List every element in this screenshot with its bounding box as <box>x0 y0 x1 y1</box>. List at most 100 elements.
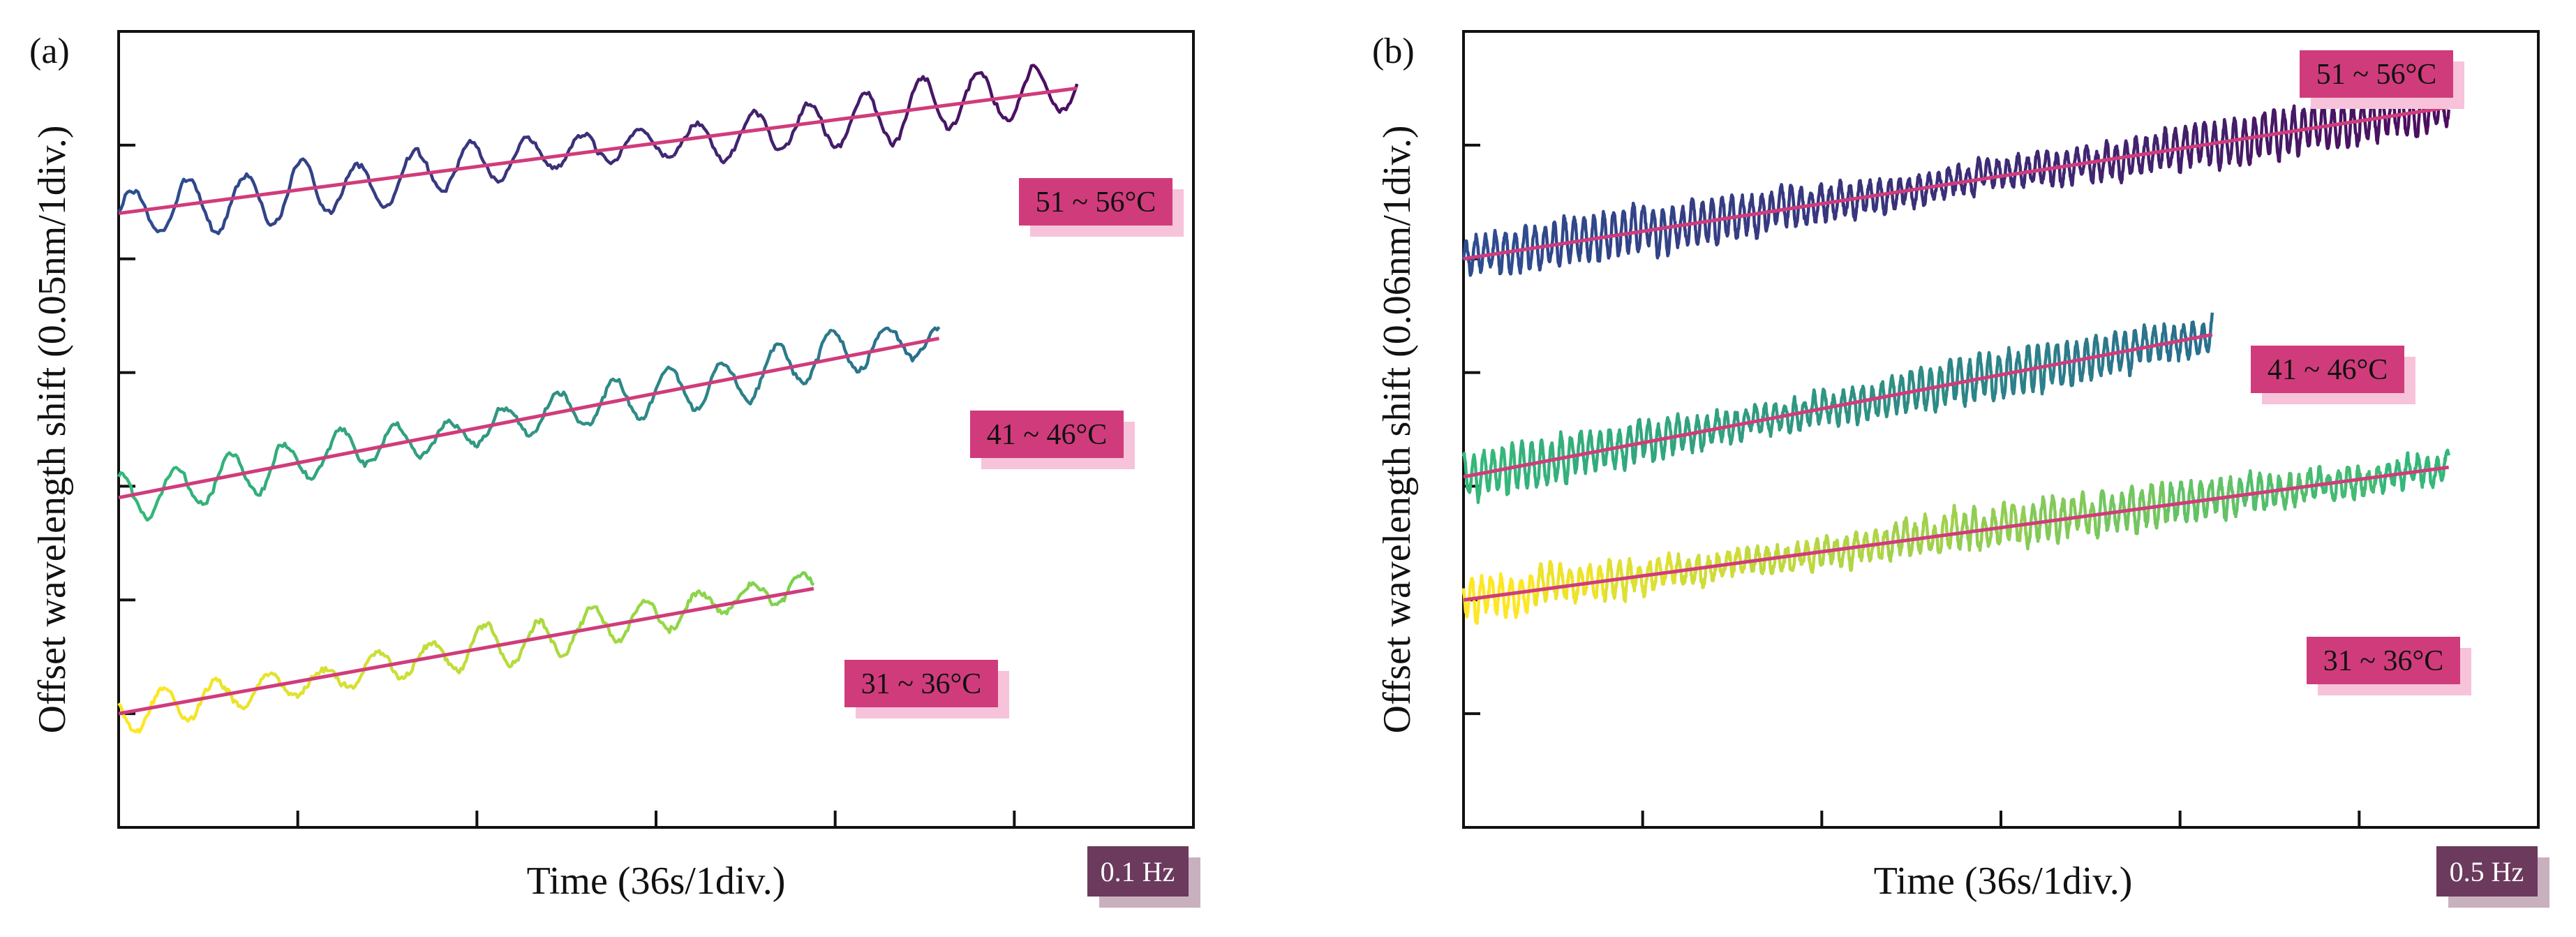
series-trace-segment <box>464 135 536 184</box>
series-trace-segment <box>2025 144 2100 189</box>
series-trace-segment <box>773 571 815 606</box>
series-trace-segment <box>475 406 535 449</box>
panel-a-frequency-label: 0.1 Hz <box>1101 856 1175 887</box>
series-trace-segment <box>415 418 477 460</box>
series-trace-segment <box>295 426 359 481</box>
series-trace-segment <box>1893 365 1950 416</box>
series-trace-segment <box>117 686 170 734</box>
series-trace-segment <box>533 131 606 170</box>
series-badge <box>2300 50 2453 98</box>
series-trace-segment <box>1570 428 1627 475</box>
fit-line <box>1463 105 2450 261</box>
series-trace-segment <box>117 177 189 234</box>
series-trace-segment <box>168 677 221 723</box>
series-trace-segment <box>831 326 893 374</box>
panel-a-series <box>117 64 1079 734</box>
series-trace-segment <box>1955 500 2029 552</box>
panel-a-ticks <box>119 143 1016 827</box>
series-trace-segment <box>2307 464 2381 503</box>
series-trace-segment <box>318 655 372 690</box>
panel-b-frequency-label: 0.5 Hz <box>2450 856 2524 887</box>
series-trace-segment <box>117 466 179 522</box>
series-trace-segment <box>188 172 259 235</box>
series-badge <box>1019 178 1172 226</box>
series-trace-segment <box>1673 546 1748 589</box>
series-label: 51 ~ 56°C <box>1036 186 1156 219</box>
series-label: 41 ~ 46°C <box>987 419 1108 451</box>
series-trace-segment <box>1623 412 1681 469</box>
series-trace-segment <box>1884 503 1959 563</box>
series-badge <box>970 411 1124 458</box>
series-trace-segment <box>722 581 775 616</box>
series-badge <box>2307 637 2460 684</box>
panel-b-label: (b) <box>1372 31 1415 71</box>
series-trace-segment <box>420 640 473 674</box>
series-trace-segment <box>236 441 299 497</box>
series-label: 31 ~ 36°C <box>861 668 982 700</box>
panel-b: (b) 51 ~ 56°C 41 ~ 46°C 31 ~ 36°C Time (36… <box>1372 30 2549 908</box>
series-trace-segment <box>1673 193 1748 249</box>
panel-a-label: (a) <box>29 31 70 71</box>
panel-b-badges: 51 ~ 56°C 41 ~ 46°C 31 ~ 36°C <box>2251 50 2471 695</box>
series-trace-segment <box>602 127 674 165</box>
series-trace-segment <box>771 328 833 385</box>
series-trace-segment <box>652 365 715 413</box>
series-trace-segment <box>1955 152 2030 199</box>
series-trace-segment <box>1814 177 1889 224</box>
series-trace-segment <box>812 91 884 149</box>
series-trace-segment <box>355 421 418 468</box>
series-trace-segment <box>1838 374 1896 427</box>
series-trace-segment <box>520 617 574 658</box>
panel-a-frequency-badge <box>1087 846 1189 897</box>
panel-b-y-axis-label: Offset wavelength shift (0.06nm/1div.) <box>1376 126 1419 734</box>
fit-line <box>118 86 1078 216</box>
series-trace-segment <box>1814 528 1888 573</box>
series-trace-segment <box>2166 475 2241 524</box>
series-badge <box>844 660 998 707</box>
series-label: 41 ~ 46°C <box>2268 354 2388 386</box>
series-trace-segment <box>269 671 322 700</box>
panel-b-x-axis-label: Time (36s/1div.) <box>1874 859 2133 903</box>
series-trace-segment <box>369 649 423 681</box>
series-trace-segment <box>218 672 271 711</box>
series-trace-segment <box>891 326 941 363</box>
series-trace-segment <box>2237 104 2311 168</box>
fit-line <box>118 586 814 716</box>
series-trace-segment <box>1602 551 1677 603</box>
series-trace-segment <box>880 75 953 148</box>
series-trace-segment <box>2000 341 2058 400</box>
series-trace-segment <box>1602 201 1676 260</box>
series-trace-segment <box>570 605 625 644</box>
series-trace-segment <box>2307 96 2382 150</box>
series-trace-segment <box>2096 126 2171 185</box>
panel-a-badges: 51 ~ 56°C 41 ~ 46°C 31 ~ 36°C <box>844 178 1184 718</box>
fit-line <box>118 337 940 500</box>
series-trace-segment <box>672 120 745 165</box>
series-trace-segment <box>1743 183 1818 240</box>
series-trace-segment <box>177 451 239 506</box>
panel-a-x-axis-label: Time (36s/1div.) <box>527 859 786 903</box>
panel-b-frequency-badge <box>2436 846 2538 897</box>
series-trace-segment <box>2025 490 2100 551</box>
series-trace-segment <box>1532 209 1607 272</box>
panel-b-plot-frame <box>1462 30 2540 829</box>
panel-a-y-axis-label: Offset wavelength shift (0.05nm/1div.) <box>31 126 74 734</box>
panel-a: (a) 51 ~ 56°C 41 ~ 46°C 31 ~ 36°C Time (36… <box>29 30 1200 908</box>
series-trace-segment <box>741 101 814 152</box>
series-trace-segment <box>593 377 656 422</box>
series-trace-segment <box>533 390 596 434</box>
series-trace-segment <box>470 621 523 669</box>
series-label: 51 ~ 56°C <box>2316 59 2437 91</box>
fit-line <box>1463 465 2450 602</box>
series-trace-segment <box>2166 116 2240 175</box>
series-trace-segment <box>1946 351 2004 408</box>
series-trace-segment <box>326 161 398 216</box>
series-trace-segment <box>2108 323 2166 378</box>
series-label: 31 ~ 36°C <box>2323 645 2444 677</box>
series-trace-segment <box>712 349 773 406</box>
series-trace-segment <box>1516 430 1573 490</box>
series-badge <box>2251 346 2404 393</box>
series-trace-segment <box>1731 401 1788 443</box>
panel-b-series <box>1461 84 2450 626</box>
